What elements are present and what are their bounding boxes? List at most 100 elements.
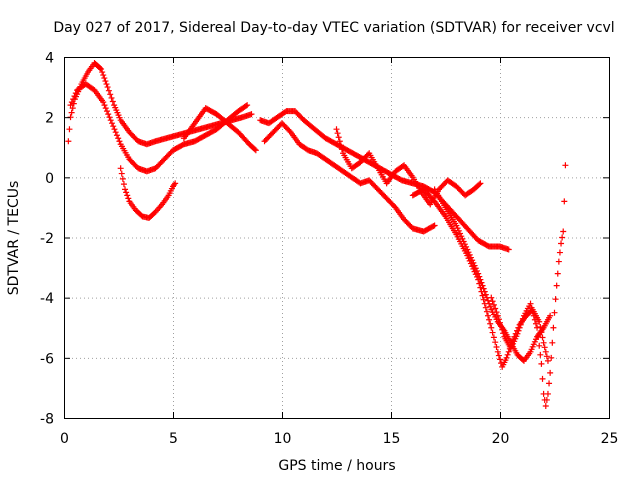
data-point: [467, 254, 474, 261]
data-point: [120, 181, 127, 188]
data-point: [539, 334, 546, 341]
data-point: [338, 146, 345, 153]
data-point: [480, 296, 487, 303]
data-point: [71, 93, 78, 100]
data-point: [112, 129, 119, 136]
data-point: [286, 127, 293, 134]
series-track-3: [117, 165, 179, 221]
data-point: [118, 170, 125, 177]
data-point: [550, 324, 557, 331]
data-point: [334, 130, 341, 137]
data-point: [489, 298, 496, 305]
data-point: [103, 108, 110, 115]
data-point: [515, 327, 522, 334]
data-point: [336, 138, 343, 145]
data-point: [453, 222, 460, 229]
data-point: [457, 230, 464, 237]
data-point: [248, 111, 255, 118]
data-point: [69, 105, 76, 112]
data-point: [430, 197, 437, 204]
data-point: [490, 334, 497, 341]
data-point: [528, 304, 535, 311]
data-point: [505, 348, 512, 355]
data-points: [65, 60, 569, 409]
data-point: [500, 330, 507, 337]
data-point: [519, 315, 526, 322]
series-track-6: [261, 120, 438, 235]
data-point: [517, 321, 524, 328]
data-point: [479, 292, 486, 299]
data-point: [115, 135, 122, 142]
data-point: [544, 357, 551, 364]
data-point: [534, 324, 541, 331]
series-track-2: [67, 81, 251, 175]
data-point: [497, 356, 503, 363]
data-point: [116, 138, 123, 145]
data-point: [431, 222, 438, 229]
data-point: [488, 294, 495, 301]
data-point: [469, 257, 476, 264]
data-point: [560, 228, 567, 235]
data-point: [252, 147, 259, 154]
data-point: [547, 312, 554, 319]
data-point: [68, 109, 75, 116]
data-point: [543, 353, 550, 360]
data-point: [460, 238, 467, 245]
data-point: [482, 304, 489, 311]
x-tick-label: 0: [60, 431, 69, 447]
data-point: [485, 312, 492, 319]
series-track-7: [333, 126, 484, 208]
x-tick-label: 15: [383, 431, 401, 447]
data-point: [461, 241, 468, 248]
x-axis-title: GPS time / hours: [278, 458, 395, 474]
data-point: [487, 303, 494, 310]
data-point: [335, 134, 342, 141]
data-point: [553, 282, 560, 289]
data-point: [542, 348, 549, 355]
data-point: [540, 339, 547, 346]
data-point: [464, 246, 471, 253]
data-point: [68, 99, 75, 106]
data-point: [108, 94, 115, 101]
data-point: [104, 84, 111, 91]
x-tick-label: 20: [492, 431, 510, 447]
data-point: [490, 301, 497, 308]
data-point: [472, 265, 479, 272]
data-point: [476, 273, 483, 280]
data-point: [547, 369, 554, 376]
data-point: [494, 348, 501, 355]
data-point: [105, 87, 112, 94]
x-tick-label: 5: [169, 431, 178, 447]
data-point: [106, 114, 113, 121]
grid-lines: [64, 57, 609, 418]
series-track-9: [431, 186, 554, 364]
y-tick-label: -6: [40, 351, 54, 367]
data-point: [492, 305, 499, 312]
data-point: [454, 225, 461, 232]
y-tick-label: -2: [40, 231, 54, 247]
data-point: [539, 375, 546, 382]
data-point: [548, 354, 555, 361]
data-point: [495, 352, 502, 359]
data-point: [504, 351, 511, 358]
data-point: [473, 267, 480, 274]
x-tick-label: 25: [601, 431, 619, 447]
data-point: [485, 297, 492, 304]
data-point: [493, 344, 500, 351]
data-point: [531, 316, 538, 323]
data-point: [555, 258, 562, 265]
data-point: [497, 319, 503, 326]
data-point: [536, 318, 543, 325]
data-point: [99, 69, 106, 76]
data-point: [483, 308, 490, 315]
data-point: [430, 223, 437, 230]
data-point: [538, 360, 545, 367]
data-point: [487, 320, 494, 327]
y-tick-label: -4: [40, 291, 54, 307]
data-point: [119, 175, 126, 182]
data-point: [470, 259, 477, 266]
data-point: [471, 262, 478, 269]
data-point: [488, 324, 495, 331]
data-point: [110, 123, 117, 130]
data-point: [476, 181, 483, 188]
